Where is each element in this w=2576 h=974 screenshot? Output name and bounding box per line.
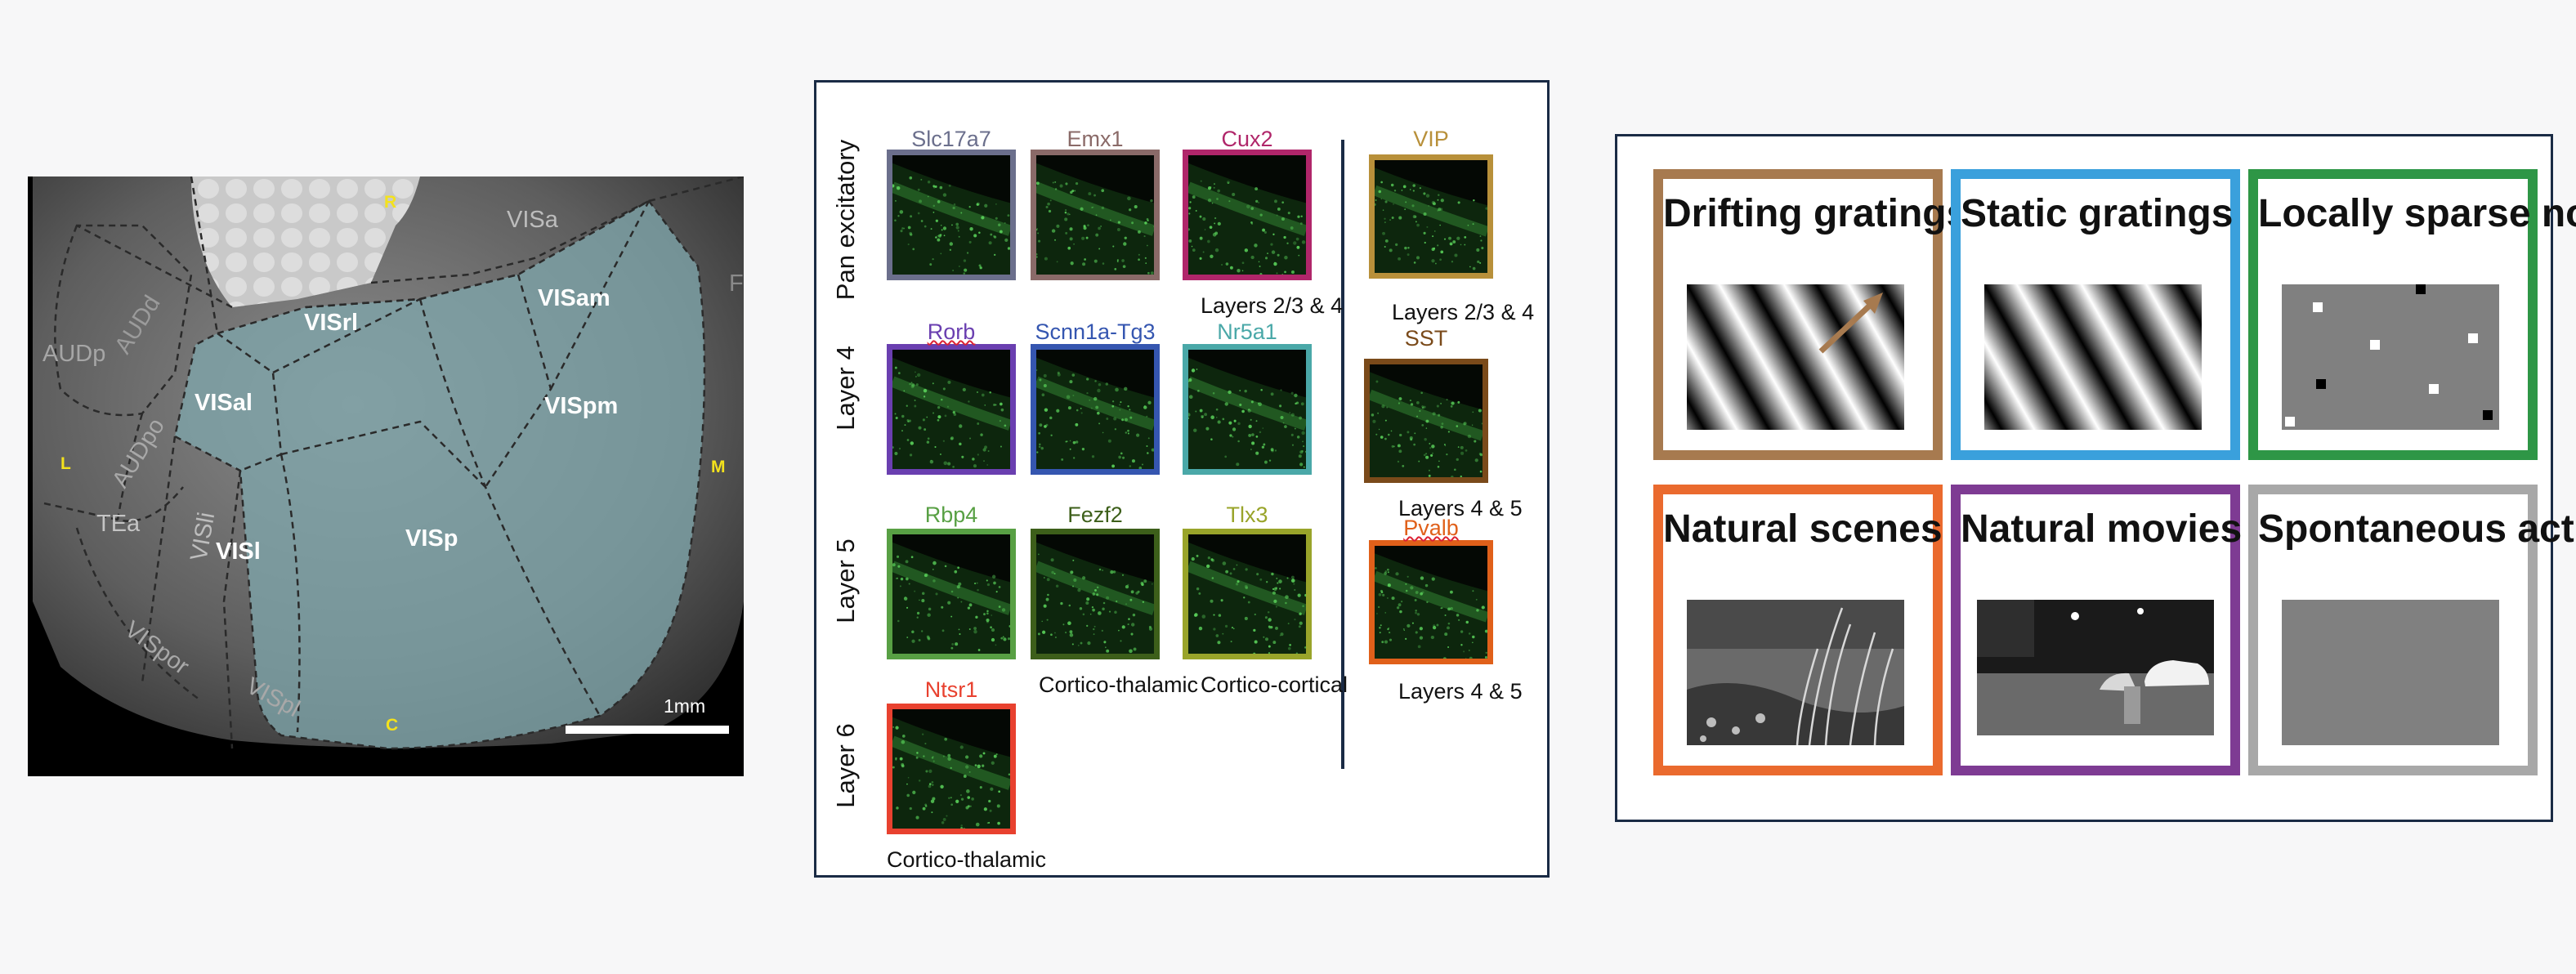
cre-label-slc17a7: Slc17a7 bbox=[911, 127, 991, 151]
stimulus-title: Natural scenes bbox=[1663, 507, 1943, 551]
stimulus-title: Locally sparse noise bbox=[2258, 192, 2576, 235]
note-pvalb: Layers 4 & 5 bbox=[1398, 679, 1523, 704]
cre-label-ntsr1: Ntsr1 bbox=[924, 677, 978, 702]
orientation-lateral: L bbox=[60, 454, 71, 473]
visual-areas-highlight bbox=[175, 201, 704, 748]
area-label-visam: VISam bbox=[538, 285, 610, 311]
stimulus-locally-sparse-noise: Locally sparse noise bbox=[2248, 169, 2576, 460]
cre-thumbnail-rbp4 bbox=[887, 529, 1016, 659]
cre-lines-panel: Pan excitatory Layer 4 Layer 5 Layer 6 L… bbox=[814, 80, 1550, 878]
cre-thumbnail-pvalb bbox=[1369, 540, 1493, 664]
area-label-visp: VISp bbox=[405, 525, 458, 552]
natural-movie-frame bbox=[1977, 600, 2214, 735]
cre-thumbnail-scnn1a-tg3 bbox=[1031, 344, 1160, 475]
scale-bar-label: 1mm bbox=[664, 695, 705, 717]
area-boundaries bbox=[43, 176, 744, 749]
note-fezf2: Cortico-thalamic bbox=[1039, 672, 1199, 697]
visual-stimuli-panel: Drifting gratings Static gratings bbox=[1615, 134, 2576, 822]
cre-thumbnail-tlx3 bbox=[1183, 529, 1312, 659]
area-label-f: F bbox=[729, 270, 744, 297]
cre-label-rorb: Rorb bbox=[927, 319, 976, 344]
area-label-vispm: VISpm bbox=[544, 393, 618, 419]
cre-thumbnail-fezf2 bbox=[1031, 529, 1160, 659]
stimulus-natural-movies: Natural movies bbox=[1951, 485, 2243, 775]
stimulus-spontaneous-activity: Spontaneous activity bbox=[2248, 485, 2576, 775]
area-label-tea: TEa bbox=[96, 511, 141, 537]
cre-label-tlx3: Tlx3 bbox=[1226, 503, 1268, 527]
cre-thumbnail-emx1 bbox=[1031, 150, 1160, 280]
note-tlx3: Cortico-cortical bbox=[1201, 672, 1348, 697]
natural-scene-image bbox=[1687, 600, 1904, 745]
stimulus-static-gratings: Static gratings bbox=[1951, 169, 2240, 460]
cre-label-rbp4: Rbp4 bbox=[924, 503, 978, 527]
cortical-map-figure: VISa AUDd AUDp AUDpo VISrl VISam VISal V… bbox=[28, 176, 744, 776]
cre-thumbnail-ntsr1 bbox=[887, 704, 1016, 834]
area-label-visl: VISl bbox=[216, 538, 261, 565]
cre-thumbnail-sst bbox=[1364, 359, 1488, 483]
stimulus-title: Static gratings bbox=[1961, 192, 2234, 235]
cre-label-sst: SST bbox=[1404, 326, 1448, 351]
cre-thumbnail-slc17a7 bbox=[887, 150, 1016, 280]
cre-label-nr5a1: Nr5a1 bbox=[1217, 319, 1277, 344]
note-vip: Layers 2/3 & 4 bbox=[1392, 300, 1535, 324]
row-label-layer5: Layer 5 bbox=[831, 538, 860, 623]
orientation-rostral: R bbox=[384, 193, 396, 212]
cre-label-pvalb: Pvalb bbox=[1403, 516, 1459, 540]
note-cux2: Layers 2/3 & 4 bbox=[1201, 293, 1344, 318]
cre-thumbnail-vip bbox=[1369, 154, 1493, 279]
excitatory-inhibitory-divider bbox=[1341, 140, 1344, 769]
orientation-medial: M bbox=[711, 458, 726, 476]
stimulus-drifting-gratings: Drifting gratings bbox=[1653, 169, 1969, 460]
cre-label-emx1: Emx1 bbox=[1067, 127, 1124, 151]
stimulus-natural-scenes: Natural scenes bbox=[1653, 485, 1943, 775]
row-label-layer4: Layer 4 bbox=[831, 346, 860, 431]
orientation-caudal: C bbox=[386, 716, 398, 735]
direction-arrow bbox=[1818, 300, 1876, 354]
stimulus-title: Spontaneous activity bbox=[2258, 507, 2576, 551]
cre-label-fezf2: Fezf2 bbox=[1067, 503, 1123, 527]
note-ntsr1: Cortico-thalamic bbox=[887, 847, 1047, 872]
cre-thumbnail-nr5a1 bbox=[1183, 344, 1312, 475]
stimulus-title: Drifting gratings bbox=[1663, 192, 1969, 235]
cortical-area-map: VISa AUDd AUDp AUDpo VISrl VISam VISal V… bbox=[28, 176, 744, 776]
row-label-pan-excitatory: Pan excitatory bbox=[831, 139, 860, 301]
cre-thumbnail-rorb bbox=[887, 344, 1016, 475]
cre-label-cux2: Cux2 bbox=[1221, 127, 1273, 151]
cre-label-scnn1a-tg3: Scnn1a-Tg3 bbox=[1035, 319, 1156, 344]
stimulus-title: Natural movies bbox=[1961, 507, 2243, 551]
area-label-visa: VISa bbox=[507, 207, 559, 233]
note-sst: Layers 4 & 5 bbox=[1398, 496, 1523, 521]
cre-label-vip: VIP bbox=[1413, 127, 1449, 151]
sparse-noise-image bbox=[2282, 284, 2499, 430]
row-label-layer6: Layer 6 bbox=[831, 723, 860, 808]
cre-thumbnail-cux2 bbox=[1183, 150, 1312, 280]
scale-bar bbox=[566, 726, 729, 734]
static-gratings-image bbox=[1984, 284, 2202, 430]
area-label-visal: VISal bbox=[195, 390, 253, 416]
drifting-gratings-image bbox=[1687, 284, 1904, 430]
area-label-audp: AUDp bbox=[42, 341, 105, 367]
area-label-visrl: VISrl bbox=[304, 310, 358, 336]
gray-screen bbox=[2282, 600, 2499, 745]
